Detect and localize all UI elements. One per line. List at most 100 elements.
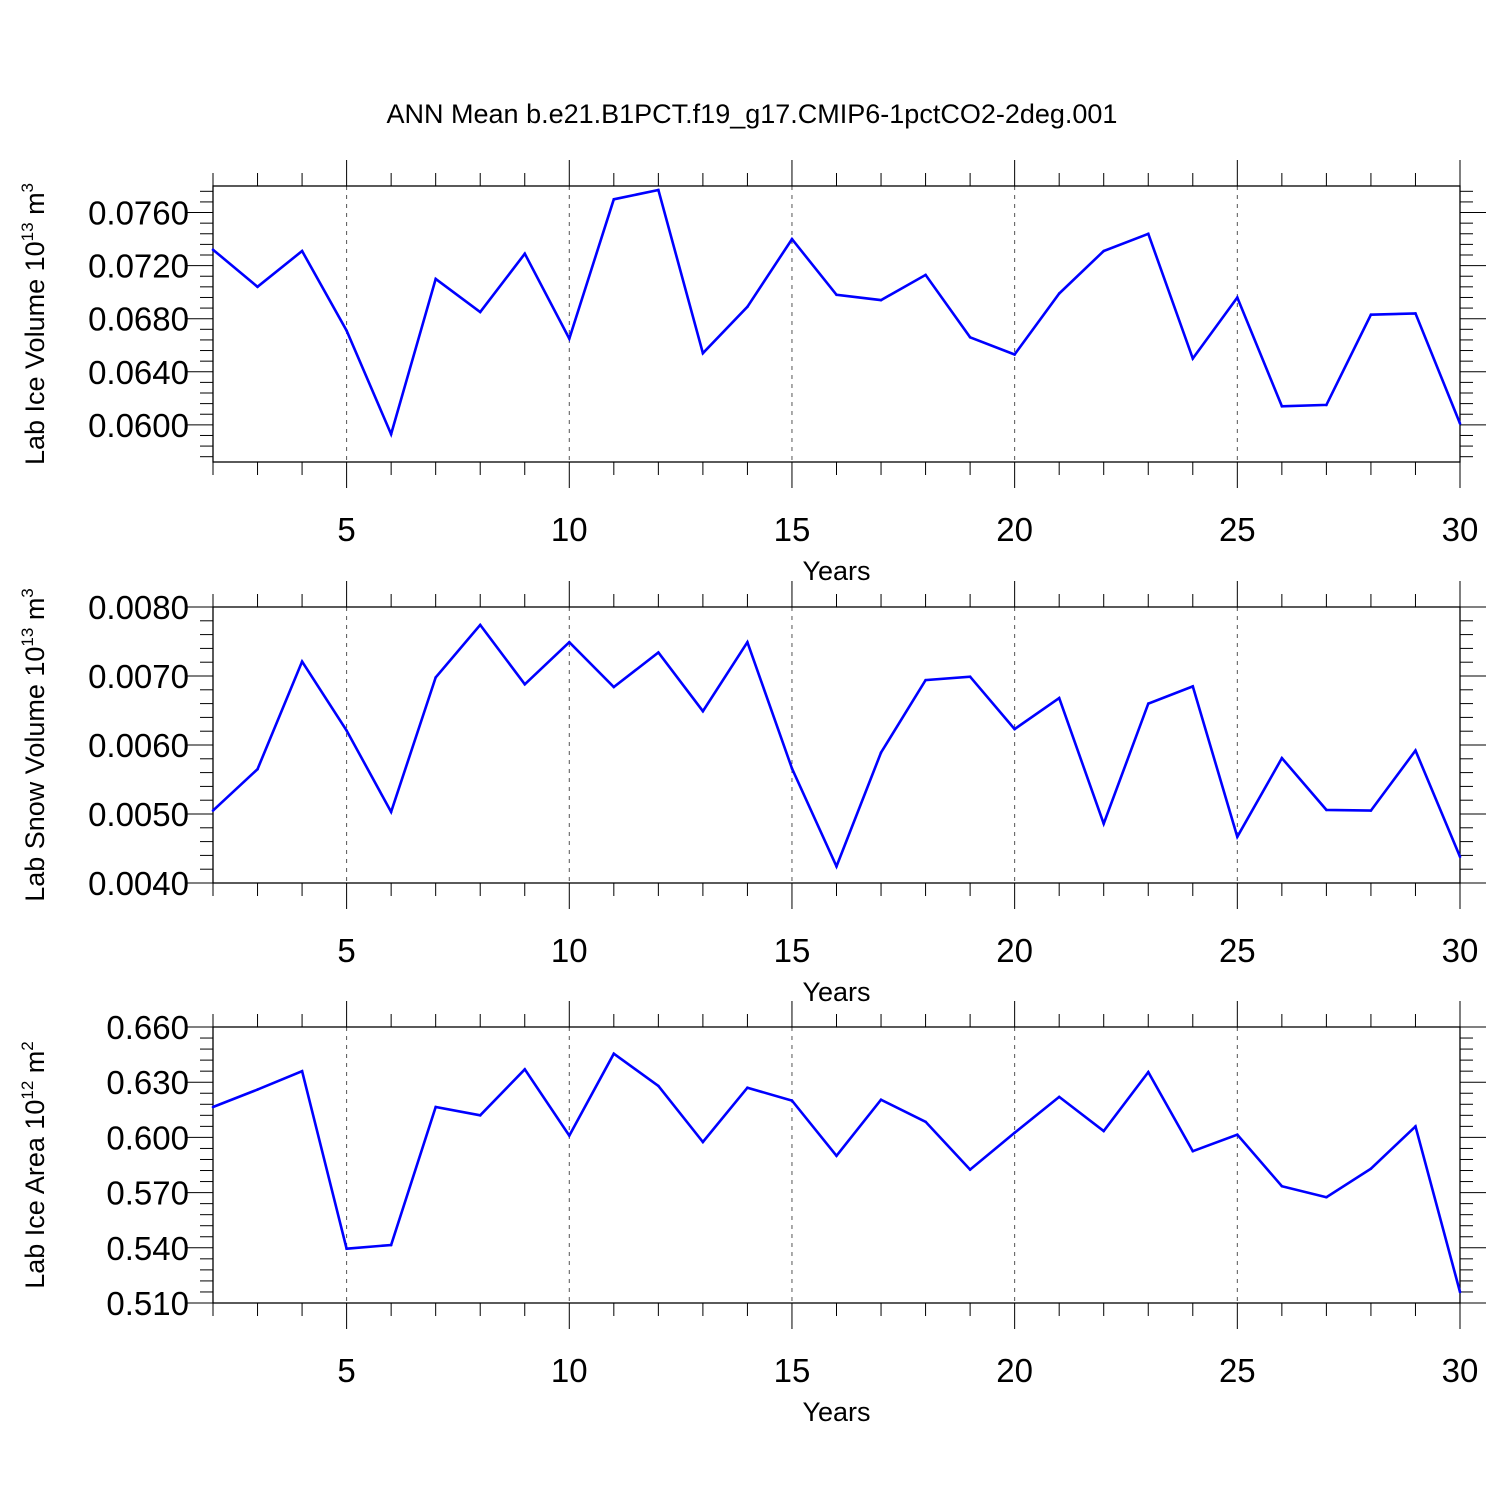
data-point <box>1414 1125 1417 1128</box>
x-tick-label: 20 <box>996 932 1033 969</box>
data-point <box>790 237 794 241</box>
y-tick-label: 0.0680 <box>88 301 189 338</box>
data-point <box>523 252 527 255</box>
y-axis-label: Lab Ice Volume 1013 m3 <box>18 183 50 465</box>
data-point <box>345 729 348 732</box>
data-point <box>924 678 927 682</box>
data-point <box>1325 403 1328 407</box>
data-point <box>1146 232 1150 236</box>
data-point <box>211 248 215 251</box>
series-line <box>212 1051 1462 1293</box>
x-tick-label: 5 <box>337 932 355 969</box>
data-point <box>434 277 437 281</box>
x-tick-label: 30 <box>1442 511 1479 548</box>
chart-panel-1: 0.0600 0.0640 0.0680 0.0720 0.0760 5 10 15 20 25 3… <box>18 160 1486 586</box>
data-point <box>256 285 259 289</box>
data-point <box>1369 1167 1373 1170</box>
data-point <box>1146 702 1150 705</box>
plot-frame <box>212 185 1461 463</box>
y-tick-label: 0.540 <box>106 1230 189 1267</box>
y-tick-label: 0.0600 <box>88 407 189 444</box>
data-point <box>746 305 749 309</box>
data-point <box>1369 809 1373 812</box>
data-point <box>1280 756 1284 760</box>
y-tick-label: 0.510 <box>106 1285 189 1322</box>
data-point <box>612 1052 616 1055</box>
x-tick-label: 25 <box>1219 932 1256 969</box>
plot-frame <box>212 1026 1461 1304</box>
data-point <box>1013 727 1016 731</box>
data-point <box>478 1114 482 1117</box>
x-tick-label: 5 <box>337 511 355 548</box>
data-point <box>1102 1129 1106 1133</box>
data-point <box>567 337 571 340</box>
data-point <box>1236 835 1239 839</box>
data-point <box>1146 1070 1150 1074</box>
x-tick-label: 15 <box>774 511 811 548</box>
data-point <box>1325 1195 1328 1199</box>
x-tick-label: 25 <box>1219 1352 1256 1389</box>
data-point <box>1191 1149 1195 1153</box>
chart-title: ANN Mean b.e21.B1PCT.f19_g17.CMIP6-1pctC… <box>387 99 1118 129</box>
data-point <box>657 188 660 192</box>
data-point <box>1414 312 1417 315</box>
data-point <box>300 1069 304 1073</box>
x-axis-label: Years <box>802 977 870 1007</box>
data-point <box>1369 313 1373 317</box>
y-tick-label: 0.0640 <box>88 354 189 391</box>
data-point <box>790 1099 794 1102</box>
data-point <box>1057 696 1061 700</box>
data-point <box>835 1154 838 1158</box>
data-point <box>1102 249 1106 253</box>
x-axis-label: Years <box>802 556 870 586</box>
y-tick-label: 0.0050 <box>88 796 189 833</box>
data-point <box>924 1120 927 1124</box>
data-point <box>879 751 883 754</box>
y-tick-label: 0.0720 <box>88 248 189 285</box>
data-point <box>1191 685 1195 688</box>
data-point <box>389 1243 393 1247</box>
data-point <box>300 249 304 253</box>
data-point <box>701 1140 705 1144</box>
y-tick-label: 0.630 <box>106 1064 189 1101</box>
data-point <box>701 709 705 713</box>
data-point <box>1013 353 1016 356</box>
data-point <box>434 1105 437 1109</box>
data-point <box>1102 822 1106 825</box>
x-axis-label: Years <box>802 1397 870 1427</box>
data-point <box>478 310 482 314</box>
chart-panel-3: 0.510 0.540 0.570 0.600 0.630 0.660 5 10 15 20 25 3… <box>18 1001 1486 1427</box>
y-axis-label: Lab Snow Volume 1013 m3 <box>18 588 50 902</box>
data-point <box>300 660 304 663</box>
data-point <box>256 767 259 771</box>
data-point <box>612 685 616 689</box>
data-point <box>1458 1290 1462 1294</box>
data-point <box>968 1168 972 1171</box>
y-tick-label: 0.660 <box>106 1009 189 1046</box>
data-point <box>879 298 883 302</box>
data-point <box>746 1086 749 1090</box>
data-point <box>211 1105 215 1109</box>
data-point <box>746 640 749 644</box>
data-point <box>1414 749 1417 752</box>
data-point <box>523 682 527 686</box>
x-tick-label: 15 <box>774 932 811 969</box>
y-tick-label: 0.570 <box>106 1175 189 1212</box>
data-point <box>701 351 705 355</box>
data-point <box>968 675 972 678</box>
data-point <box>1280 404 1284 408</box>
series-line <box>212 622 1462 870</box>
data-point <box>1458 855 1462 859</box>
data-point <box>657 651 660 654</box>
data-point <box>790 767 794 770</box>
x-tick-label: 20 <box>996 1352 1033 1389</box>
data-point <box>389 810 393 814</box>
chart-panel-2: 0.0040 0.0050 0.0060 0.0070 0.0080 5 10 15 20 25 3… <box>18 581 1486 1007</box>
y-axis-label: Lab Ice Area 1012 m2 <box>18 1041 50 1289</box>
data-point <box>835 865 838 868</box>
data-point <box>879 1098 883 1101</box>
y-tick-label: 0.0040 <box>88 865 189 902</box>
data-point <box>1236 1133 1239 1136</box>
